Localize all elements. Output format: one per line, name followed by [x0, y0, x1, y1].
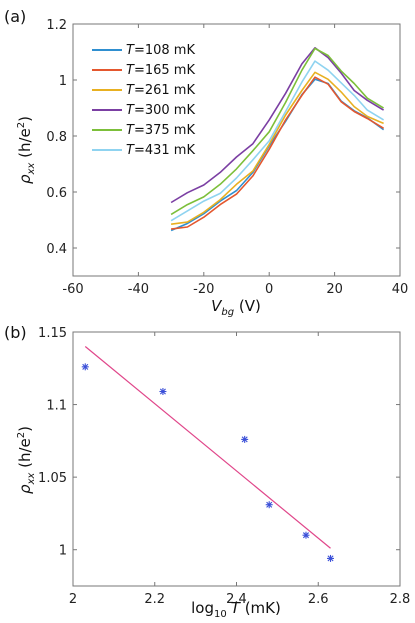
panel-b-ytick-label: 1.1 — [46, 399, 67, 414]
panel-a-xtick-label: -40 — [128, 282, 149, 297]
panel-a-series — [170, 46, 385, 232]
series-line-5 — [170, 60, 385, 222]
series-line-4 — [170, 47, 385, 216]
series-line-1 — [170, 76, 385, 230]
legend-entry-0: T=108 mK — [126, 43, 195, 58]
panel-a-xtick-label: -20 — [193, 282, 214, 297]
series-line-3 — [170, 46, 385, 204]
panel-b-ytick-label: 1.15 — [38, 326, 67, 341]
panel-a-ytick-label: 0.6 — [46, 186, 67, 201]
panel-a-legend: T=108 mK T=165 mK T=261 mK T=300 mK T=375 mK… — [92, 43, 195, 158]
data-point-4 — [302, 531, 310, 539]
legend-entry-4: T=375 mK — [126, 123, 195, 138]
panel-b-xlabel: log10 T (mK) — [191, 599, 281, 620]
panel-b-xtick-label: 2 — [69, 592, 77, 607]
panel-b-fit-line — [84, 346, 331, 549]
panel-a-xtick-label: 0 — [265, 282, 273, 297]
panel-b-ytick-label: 1.05 — [38, 471, 67, 486]
series-line-0 — [170, 78, 385, 232]
panel-a-xtick-label: 20 — [326, 282, 343, 297]
panel-b-label: (b) — [4, 323, 27, 342]
panel-a-xlabel: Vbg (V) — [211, 297, 261, 318]
panel-a-ytick-label: 1 — [59, 74, 67, 89]
panel-a-ytick-label: 0.8 — [46, 130, 67, 145]
data-point-0 — [81, 363, 89, 371]
panel-b-points — [81, 363, 335, 562]
panel-a-ytick-label: 0.4 — [46, 242, 67, 257]
panel-a-ticks: -60 -40 -20 0 20 40 0.4 0.6 0.8 1 1.2 — [46, 18, 408, 297]
panel-b-xtick-label: 2.2 — [144, 592, 165, 607]
panel-a-label: (a) — [4, 7, 26, 26]
legend-entry-2: T=261 mK — [126, 83, 195, 98]
panel-a-ytick-label: 1.2 — [46, 18, 67, 33]
panel-b-ytick-label: 1 — [59, 544, 67, 559]
data-point-1 — [159, 388, 167, 396]
panel-a: (a) -60 -40 -20 0 20 40 0.4 0.6 0.8 1 1.2 T=108 mK… — [4, 7, 408, 318]
panel-b-xtick-label: 2.4 — [226, 592, 247, 607]
panel-b-ylabel: ρxx (h/e2) — [16, 426, 37, 494]
panel-b-xtick-label: 2.8 — [390, 592, 411, 607]
panel-a-xtick-label: 40 — [392, 282, 409, 297]
series-line-2 — [170, 71, 384, 225]
data-point-3 — [265, 501, 273, 509]
legend-entry-5: T=431 mK — [126, 143, 195, 158]
panel-a-xtick-label: -60 — [62, 282, 83, 297]
panel-b-ticks: 2 2.2 2.4 2.6 2.8 1 1.05 1.1 1.15 — [38, 326, 410, 607]
legend-entry-1: T=165 mK — [126, 63, 195, 78]
data-point-2 — [241, 435, 249, 443]
panel-b-xtick-label: 2.6 — [308, 592, 329, 607]
legend-entry-3: T=300 mK — [126, 103, 195, 118]
panel-a-frame — [72, 23, 401, 277]
fit-line — [84, 346, 331, 549]
panel-a-ylabel: ρxx (h/e2) — [16, 116, 37, 184]
panel-b: (b) 2 2.2 2.4 2.6 2.8 1 1.05 1.1 1.15 log10 T (mK… — [4, 323, 410, 620]
data-point-5 — [327, 554, 335, 562]
panel-b-frame — [72, 331, 401, 587]
